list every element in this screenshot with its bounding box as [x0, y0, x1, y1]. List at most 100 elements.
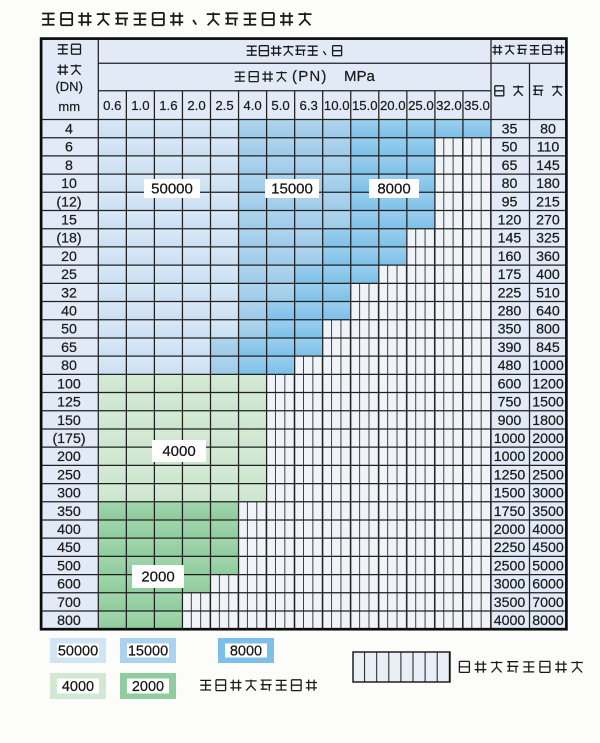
- svg-text:2000: 2000: [494, 522, 526, 538]
- svg-text:600: 600: [498, 376, 522, 392]
- svg-text:2500: 2500: [494, 558, 526, 574]
- svg-text:1000: 1000: [532, 358, 564, 374]
- svg-text:95: 95: [502, 194, 518, 210]
- svg-text:6000: 6000: [532, 577, 564, 593]
- svg-text:10.0: 10.0: [324, 98, 350, 113]
- svg-text:20: 20: [61, 249, 77, 265]
- svg-text:4500: 4500: [532, 540, 564, 556]
- svg-text:3500: 3500: [494, 595, 526, 611]
- svg-text:4000: 4000: [162, 443, 195, 460]
- svg-text:180: 180: [536, 176, 560, 192]
- svg-text:4: 4: [65, 122, 73, 138]
- svg-text:1.0: 1.0: [131, 98, 149, 113]
- svg-text:150: 150: [57, 413, 81, 429]
- svg-text:1750: 1750: [494, 504, 526, 520]
- svg-text:15: 15: [61, 213, 77, 229]
- svg-text:1200: 1200: [532, 376, 564, 392]
- svg-text:1000: 1000: [494, 431, 526, 447]
- svg-text:20.0: 20.0: [380, 98, 406, 113]
- svg-text:3000: 3000: [532, 486, 564, 502]
- svg-text:250: 250: [57, 467, 81, 483]
- svg-text:400: 400: [57, 522, 81, 538]
- svg-text:225: 225: [498, 285, 522, 301]
- svg-text:510: 510: [536, 285, 560, 301]
- svg-text:(175): (175): [52, 431, 85, 447]
- svg-text:6.3: 6.3: [300, 98, 318, 113]
- svg-text:175: 175: [498, 267, 522, 283]
- svg-text:(PN): (PN): [292, 68, 328, 85]
- svg-text:480: 480: [498, 358, 522, 374]
- svg-text:2.5: 2.5: [215, 98, 233, 113]
- svg-text:325: 325: [536, 231, 560, 247]
- svg-text:450: 450: [57, 540, 81, 556]
- svg-text:3000: 3000: [494, 577, 526, 593]
- svg-text:110: 110: [537, 140, 560, 156]
- svg-text:2250: 2250: [494, 540, 526, 556]
- svg-text:900: 900: [498, 413, 522, 429]
- svg-text:65: 65: [61, 340, 77, 356]
- svg-text:10: 10: [61, 176, 77, 192]
- svg-text:8000: 8000: [377, 180, 410, 197]
- svg-text:mm: mm: [58, 99, 80, 114]
- svg-text:50000: 50000: [58, 644, 98, 660]
- svg-text:8000: 8000: [230, 644, 262, 660]
- svg-text:360: 360: [536, 249, 560, 265]
- svg-text:640: 640: [536, 304, 560, 320]
- svg-text:1500: 1500: [532, 395, 564, 411]
- svg-text:1800: 1800: [532, 413, 564, 429]
- svg-text:125: 125: [57, 395, 81, 411]
- svg-text:2000: 2000: [141, 568, 174, 585]
- svg-text:2.0: 2.0: [187, 98, 205, 113]
- svg-text:800: 800: [57, 613, 81, 629]
- svg-text:15000: 15000: [128, 644, 168, 660]
- svg-text:15000: 15000: [271, 180, 313, 197]
- svg-text:50000: 50000: [151, 180, 193, 197]
- svg-text:(DN): (DN): [55, 79, 82, 94]
- svg-text:80: 80: [540, 122, 556, 138]
- svg-text:4000: 4000: [494, 613, 526, 629]
- svg-text:2000: 2000: [532, 449, 564, 465]
- svg-text:270: 270: [536, 213, 560, 229]
- svg-text:4000: 4000: [62, 679, 94, 695]
- svg-text:80: 80: [502, 176, 518, 192]
- svg-text:6: 6: [65, 140, 73, 156]
- svg-text:390: 390: [498, 340, 522, 356]
- svg-text:700: 700: [57, 595, 81, 611]
- svg-text:750: 750: [498, 395, 522, 411]
- svg-text:2000: 2000: [132, 679, 164, 695]
- svg-text:1000: 1000: [494, 449, 526, 465]
- svg-text:2500: 2500: [532, 467, 564, 483]
- svg-text:8000: 8000: [532, 613, 564, 629]
- svg-text:145: 145: [536, 158, 560, 174]
- svg-text:600: 600: [57, 577, 81, 593]
- svg-text:3500: 3500: [532, 504, 564, 520]
- svg-text:25.0: 25.0: [408, 98, 434, 113]
- svg-text:15.0: 15.0: [352, 98, 378, 113]
- svg-text:100: 100: [57, 376, 81, 392]
- svg-text:280: 280: [498, 304, 522, 320]
- svg-text:(12): (12): [56, 194, 81, 210]
- svg-text:50: 50: [61, 322, 77, 338]
- svg-text:25: 25: [61, 267, 77, 283]
- svg-text:(18): (18): [56, 231, 81, 247]
- svg-text:35.0: 35.0: [464, 98, 490, 113]
- svg-text:1.6: 1.6: [159, 98, 177, 113]
- svg-text:400: 400: [536, 267, 560, 283]
- svg-text:32.0: 32.0: [436, 98, 462, 113]
- svg-text:1250: 1250: [494, 467, 526, 483]
- svg-text:350: 350: [57, 504, 81, 520]
- svg-text:350: 350: [498, 322, 522, 338]
- svg-text:0.6: 0.6: [103, 98, 121, 113]
- svg-text:32: 32: [61, 285, 77, 301]
- svg-text:845: 845: [536, 340, 560, 356]
- svg-text:8: 8: [65, 158, 73, 174]
- svg-text:65: 65: [502, 158, 518, 174]
- svg-text:160: 160: [498, 249, 522, 265]
- svg-text:5000: 5000: [532, 558, 564, 574]
- svg-text:145: 145: [498, 231, 522, 247]
- svg-text:35: 35: [502, 122, 518, 138]
- svg-text:80: 80: [61, 358, 77, 374]
- svg-text:4000: 4000: [532, 522, 564, 538]
- svg-text:200: 200: [57, 449, 81, 465]
- svg-text:50: 50: [502, 140, 518, 156]
